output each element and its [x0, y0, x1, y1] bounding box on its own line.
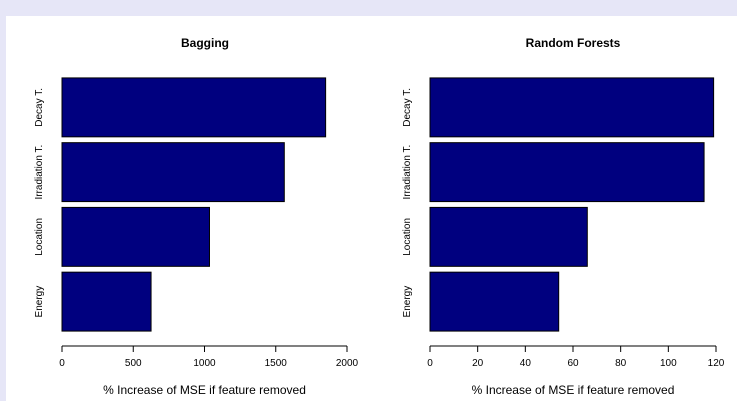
x-tick-label: 60 — [567, 358, 579, 369]
category-label: Location — [402, 218, 413, 256]
x-tick-label: 500 — [125, 358, 142, 369]
chart-title: Random Forests — [526, 36, 621, 50]
x-tick-label: 100 — [660, 358, 677, 369]
x-tick-label: 0 — [59, 358, 65, 369]
bar — [61, 142, 285, 203]
bar — [429, 206, 588, 267]
bar — [429, 271, 560, 332]
random-forests-panel: Random Forests % Increase of MSE if feat… — [402, 36, 725, 397]
x-tick-label: 120 — [708, 358, 725, 369]
x-tick-label: 40 — [520, 358, 532, 369]
category-label: Irradiation T. — [34, 145, 45, 200]
top-strip — [0, 0, 737, 16]
x-tick-label: 2000 — [336, 358, 359, 369]
x-tick-label: 0 — [427, 358, 433, 369]
chart-title: Bagging — [181, 36, 229, 50]
x-tick-label: 20 — [472, 358, 484, 369]
category-label: Decay T. — [34, 88, 45, 127]
category-label: Energy — [402, 286, 413, 318]
x-tick-label: 1500 — [265, 358, 288, 369]
bar — [61, 77, 327, 138]
bar — [61, 271, 152, 332]
category-label: Irradiation T. — [402, 145, 413, 200]
category-label: Location — [34, 218, 45, 256]
x-tick-label: 80 — [615, 358, 627, 369]
category-label: Decay T. — [402, 88, 413, 127]
category-label: Energy — [34, 286, 45, 318]
x-tick-label: 1000 — [193, 358, 216, 369]
bar — [429, 77, 715, 138]
x-axis-label: % Increase of MSE if feature removed — [103, 383, 306, 397]
bar — [61, 206, 210, 267]
bagging-panel: Bagging % Increase of MSE if feature rem… — [34, 36, 359, 397]
x-axis-label: % Increase of MSE if feature removed — [472, 383, 675, 397]
bar — [429, 142, 705, 203]
